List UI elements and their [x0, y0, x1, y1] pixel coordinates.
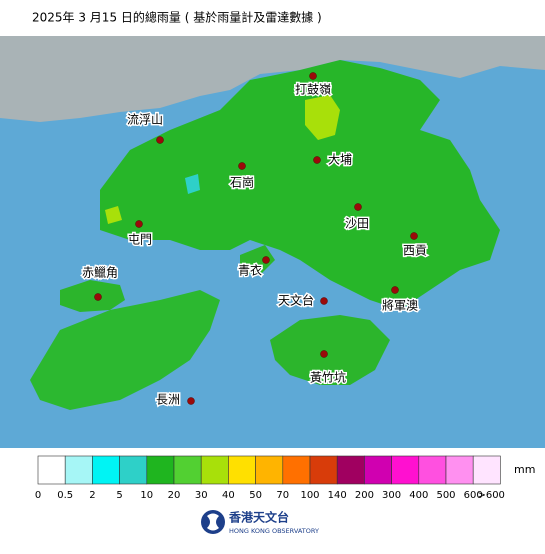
place-label: 天文台 — [278, 293, 314, 308]
legend-swatch — [391, 455, 420, 485]
legend-label: 300 — [382, 490, 401, 501]
legend-label: 30 — [195, 490, 208, 501]
new-territories — [100, 60, 500, 310]
logo-name: 香港天文台 — [228, 510, 289, 525]
legend-swatch — [146, 455, 175, 485]
place-label: 打鼓嶺 — [295, 83, 331, 97]
hk-island — [270, 315, 390, 385]
station-dot — [320, 350, 328, 358]
legend-label: 200 — [355, 490, 374, 501]
station-dot — [391, 286, 399, 294]
logo: 香港天文台 HONG KONG OBSERVATORY — [201, 510, 319, 535]
place-label: 黃竹坑 — [310, 370, 346, 385]
place-label: 西貢 — [403, 244, 427, 258]
legend-label: 400 — [409, 490, 428, 501]
legend-swatch — [364, 455, 392, 485]
heavy-rain-area — [105, 206, 122, 224]
station-dot — [309, 72, 317, 80]
legend-swatch — [92, 455, 120, 485]
station-dot — [187, 397, 195, 405]
legend-swatch — [37, 455, 66, 485]
legend-swatch — [200, 455, 229, 485]
station-dot — [313, 156, 321, 164]
legend-label: 10 — [140, 490, 153, 501]
legend-label: 70 — [276, 490, 289, 501]
mainland — [0, 36, 545, 122]
legend-label: 40 — [222, 490, 235, 501]
legend-swatch — [282, 455, 311, 485]
legend-swatch — [418, 455, 447, 485]
legend-swatch — [119, 455, 148, 485]
legend-label: 20 — [168, 490, 181, 501]
legend-label: 140 — [328, 490, 347, 501]
place-label: 屯門 — [128, 233, 152, 247]
legend-swatch — [472, 455, 501, 485]
legend-label: 0.5 — [57, 490, 73, 501]
legend-swatch — [228, 455, 256, 485]
legend-label: 2 — [89, 490, 95, 501]
station-dot — [410, 232, 418, 240]
legend-label: 100 — [300, 490, 319, 501]
legend-swatch — [64, 455, 93, 485]
station-dot — [262, 256, 270, 264]
place-label: 沙田 — [345, 217, 369, 231]
places: 打鼓嶺 流浮山 大埔 石崗 沙田 屯門 西貢 青衣 赤鱲角 天文台 將軍澳 黃竹… — [80, 72, 429, 408]
legend-swatch — [445, 455, 474, 485]
legend-unit: mm — [514, 463, 535, 476]
airport-island — [60, 280, 125, 312]
station-dot — [320, 297, 328, 305]
heavy-rain-area — [305, 95, 340, 140]
place-label: 赤鱲角 — [82, 266, 118, 280]
legend-swatch — [255, 455, 284, 485]
station-dot — [94, 293, 102, 301]
title: 2025年 3 月15 日的總雨量 ( 基於雨量計及雷達數據 ) — [32, 10, 322, 25]
tsing-yi — [240, 245, 275, 275]
legend-swatch — [309, 455, 338, 485]
reservoir — [185, 174, 200, 194]
place-label: 流浮山 — [127, 113, 163, 127]
logo-swirl — [207, 513, 219, 531]
station-dot — [135, 220, 143, 228]
place-label: 石崗 — [230, 176, 254, 190]
legend-swatch — [173, 455, 202, 485]
legend-label: 0 — [35, 490, 41, 501]
place-label: 青衣 — [238, 263, 262, 278]
station-dot — [238, 162, 246, 170]
legend-swatch — [336, 455, 365, 485]
place-label: 將軍澳 — [382, 298, 418, 313]
map — [0, 36, 545, 448]
legend: mm 0 0.5 2 5 10 20 30 40 50 70 100 140 200 300 400 500 6… — [35, 455, 535, 501]
place-label: 長洲 — [156, 393, 180, 407]
legend-label: 50 — [249, 490, 262, 501]
legend-label: 500 — [436, 490, 455, 501]
place-label: 大埔 — [328, 153, 352, 167]
legend-label: 600 — [464, 490, 483, 501]
logo-name-en: HONG KONG OBSERVATORY — [229, 527, 319, 535]
lantau — [30, 290, 220, 410]
station-dot — [354, 203, 362, 211]
legend-label: >600 — [477, 490, 504, 501]
station-dot — [156, 136, 164, 144]
legend-label: 5 — [116, 490, 122, 501]
